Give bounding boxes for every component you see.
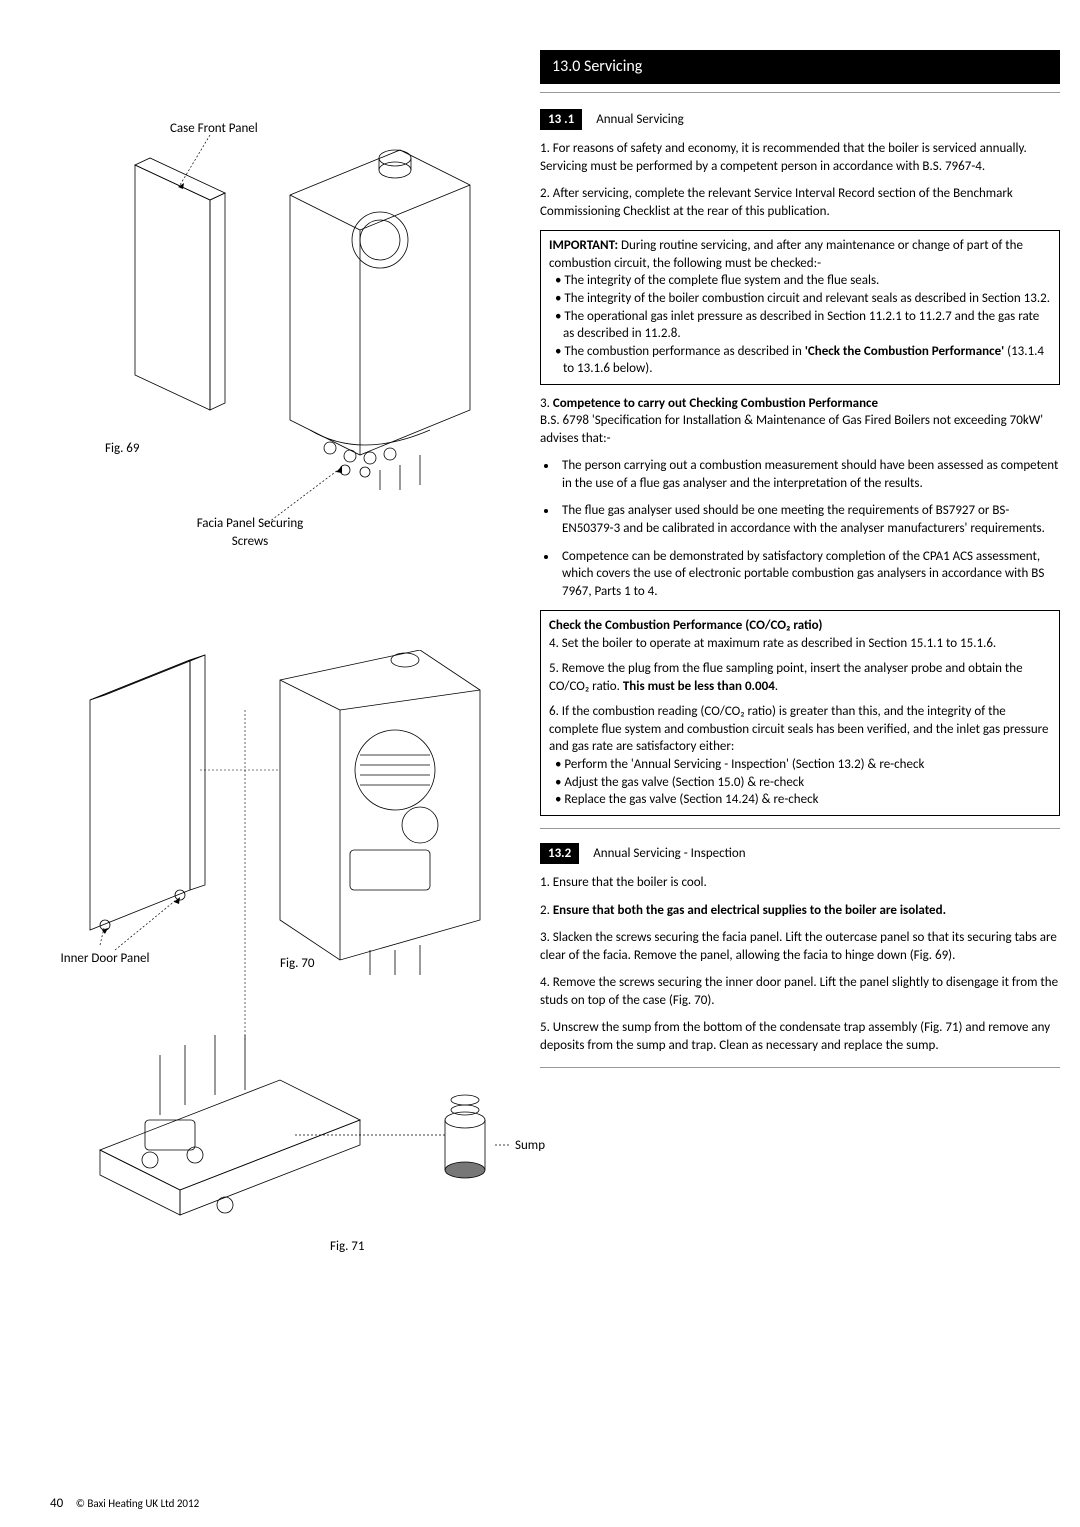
annotation-sump: Sump <box>515 1137 545 1155</box>
bullet: • Adjust the gas valve (Section 15.0) & … <box>549 774 1051 792</box>
para: 5. Unscrew the sump from the bottom of t… <box>540 1019 1060 1054</box>
list-item: The flue gas analyser used should be one… <box>558 502 1060 537</box>
box-heading: Check the Combustion Performance (CO/CO₂… <box>549 617 1051 635</box>
para: 1. Ensure that the boiler is cool. <box>540 874 1060 892</box>
bullet: • Replace the gas valve (Section 14.24) … <box>549 791 1051 809</box>
box-text: During routine servicing, and after any … <box>549 238 1023 271</box>
annotation-facia-screws: Facia Panel Securing Screws <box>180 515 320 550</box>
fig71-label: Fig. 71 <box>330 1238 364 1256</box>
para: 2. After servicing, complete the relevan… <box>540 185 1060 220</box>
list-item: Competence can be demonstrated by satisf… <box>558 548 1060 601</box>
fig69-label: Fig. 69 <box>105 440 139 458</box>
bullet: • The integrity of the complete flue sys… <box>549 272 1051 290</box>
text-column: 13.0 Servicing 13 .1 Annual Servicing 1.… <box>540 40 1060 1507</box>
subsection-title: Annual Servicing - Inspection <box>593 845 745 863</box>
para: 2. Ensure that both the gas and electric… <box>540 902 1060 920</box>
para: 4. Remove the screws securing the inner … <box>540 974 1060 1009</box>
annotation-case-front-panel: Case Front Panel <box>170 120 258 138</box>
para: 3. Slacken the screws securing the facia… <box>540 929 1060 964</box>
section-header: 13.0 Servicing <box>540 50 1060 84</box>
divider <box>540 828 1060 829</box>
combustion-box: Check the Combustion Performance (CO/CO₂… <box>540 610 1060 815</box>
figure-69: Case Front Panel <box>50 130 510 530</box>
bullet: • Perform the 'Annual Servicing - Inspec… <box>549 756 1051 774</box>
list-item: The person carrying out a combustion mea… <box>558 457 1060 492</box>
bullet: • The operational gas inlet pressure as … <box>549 308 1051 343</box>
competence-list: The person carrying out a combustion mea… <box>558 457 1060 600</box>
box-para: 4. Set the boiler to operate at maximum … <box>549 635 1051 653</box>
para: 1. For reasons of safety and economy, it… <box>540 140 1060 175</box>
important-box: IMPORTANT: During routine servicing, and… <box>540 230 1060 384</box>
page-number: 40 <box>50 1496 63 1511</box>
figure-71: Sump Fig. 71 <box>50 1000 510 1260</box>
figures-column: Case Front Panel <box>50 40 510 1507</box>
copyright: © Baxi Heating UK Ltd 2012 <box>76 1497 199 1510</box>
subsection-13-2: 13.2 Annual Servicing - Inspection <box>540 843 1060 865</box>
fig71-svg <box>50 1000 510 1260</box>
bullet: • The integrity of the boiler combustion… <box>549 290 1051 308</box>
subsection-13-1: 13 .1 Annual Servicing <box>540 109 1060 131</box>
subsection-number: 13.2 <box>540 843 579 865</box>
fig69-svg <box>50 130 510 530</box>
subsection-title: Annual Servicing <box>596 111 684 129</box>
box-para: 5. Remove the plug from the flue samplin… <box>549 660 1051 695</box>
box-para: 6. If the combustion reading (CO/CO₂ rat… <box>549 703 1051 756</box>
divider <box>540 92 1060 93</box>
fig70-label: Fig. 70 <box>280 955 314 973</box>
divider <box>540 1067 1060 1068</box>
important-label: IMPORTANT: <box>549 238 618 253</box>
page-footer: 40 © Baxi Heating UK Ltd 2012 <box>50 1495 199 1513</box>
bullet: • The combustion performance as describe… <box>549 343 1051 378</box>
subsection-number: 13 .1 <box>540 109 582 131</box>
para: 3. Competence to carry out Checking Comb… <box>540 395 1060 448</box>
annotation-inner-door: Inner Door Panel <box>60 950 150 968</box>
